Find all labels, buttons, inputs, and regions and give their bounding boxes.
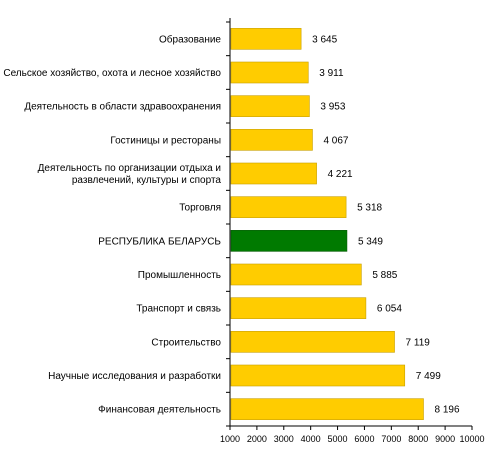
category-label: Промышленность [138,270,221,281]
category-label: Строительство [151,337,221,348]
data-label: 3 645 [312,34,337,45]
bar [230,129,313,151]
category-label: Сельское хозяйство, охота и лесное хозяй… [3,68,221,79]
x-tick-label: 6000 [354,434,374,444]
bar [230,398,424,420]
bar [230,162,317,185]
x-tick-label: 4000 [301,434,321,444]
data-label: 8 196 [434,405,459,416]
bar [230,331,395,353]
data-label: 5 318 [357,203,382,214]
category-label: Научные исследования и разработки [48,370,221,382]
x-tick-label: 9000 [435,434,455,444]
category-label: Деятельность по организации отдыха и [38,163,221,174]
bar [230,263,362,286]
data-label: 7 119 [406,337,431,348]
category-label: Гостиницы и рестораны [110,135,221,146]
data-label: 3 953 [320,102,345,113]
bar [230,297,367,319]
category-label: Финансовая деятельность [98,405,221,416]
category-label: Торговля [179,203,221,214]
data-label: 4 067 [323,135,348,146]
x-tick-label: 10000 [459,434,484,444]
bar [230,61,309,84]
x-tick-label: 3000 [274,434,294,444]
data-label: 4 221 [328,169,353,180]
bar [230,364,406,387]
x-tick-label: 5000 [328,434,348,444]
bar [230,196,347,218]
x-tick-label: 1000 [220,434,240,444]
highlight-bar [230,230,348,252]
data-label: 3 911 [319,68,344,79]
data-label: 6 054 [377,304,402,315]
category-label: Транспорт и связь [136,304,221,315]
category-label: Деятельность в области здравоохранения [24,101,221,113]
data-label: 7 499 [416,371,441,382]
bar [230,28,302,50]
x-tick-label: 2000 [247,434,267,444]
bar [230,95,310,117]
category-label: РЕСПУБЛИКА БЕЛАРУСЬ [98,236,221,247]
category-label: развлечений, культуры и спорта [72,175,222,186]
category-label: Образование [159,33,221,45]
data-label: 5 349 [358,236,383,247]
x-tick-label: 7000 [381,434,401,444]
x-tick-label: 8000 [408,434,428,444]
data-label: 5 885 [372,270,397,281]
